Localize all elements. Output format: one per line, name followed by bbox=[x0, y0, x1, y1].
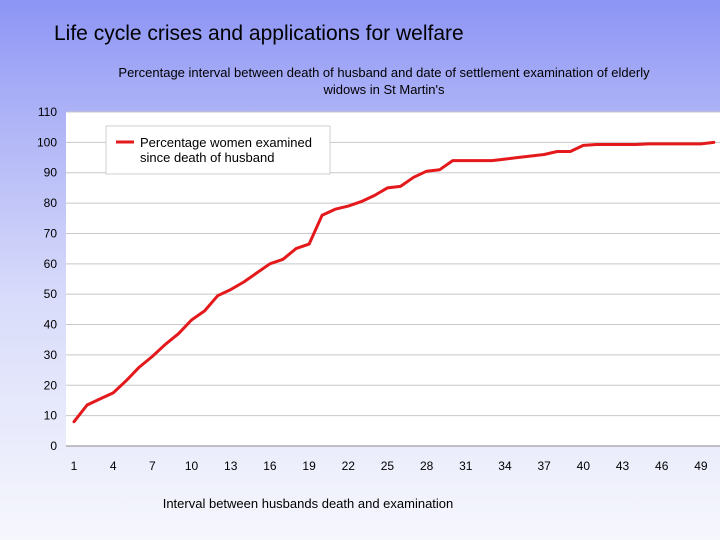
legend-box bbox=[105, 125, 331, 175]
y-tick-label: 40 bbox=[44, 318, 58, 332]
chart-title-line-2: widows in St Martin's bbox=[323, 82, 445, 97]
y-axis-ticks: 0 10 20 30 40 50 60 70 80 90 100 110 bbox=[37, 105, 57, 453]
y-tick-label: 90 bbox=[44, 166, 58, 180]
legend-label-line-1: Percentage women examined bbox=[140, 135, 312, 150]
x-tick-label: 7 bbox=[149, 459, 156, 473]
legend-label-line-2: since death of husband bbox=[140, 150, 274, 165]
x-axis-ticks: 1 4 7 10 13 16 19 22 25 28 31 34 37 40 43 46 49 bbox=[71, 459, 708, 473]
x-tick-label: 4 bbox=[110, 459, 117, 473]
x-tick-label: 10 bbox=[185, 459, 199, 473]
y-tick-label: 0 bbox=[50, 439, 57, 453]
y-tick-label: 20 bbox=[44, 378, 58, 392]
x-tick-label: 28 bbox=[420, 459, 434, 473]
x-tick-label: 19 bbox=[302, 459, 316, 473]
legend: Percentage women examined since death of… bbox=[105, 125, 331, 175]
y-tick-label: 30 bbox=[44, 348, 58, 362]
x-tick-label: 49 bbox=[694, 459, 708, 473]
y-tick-label: 10 bbox=[44, 409, 58, 423]
chart-title-line-1: Percentage interval between death of hus… bbox=[118, 65, 650, 80]
slide-title: Life cycle crises and applications for w… bbox=[54, 22, 464, 45]
x-tick-label: 37 bbox=[537, 459, 551, 473]
x-tick-label: 34 bbox=[498, 459, 512, 473]
series-line bbox=[72, 140, 716, 424]
x-tick-label: 46 bbox=[655, 459, 669, 473]
y-tick-label: 50 bbox=[44, 287, 58, 301]
x-tick-label: 22 bbox=[342, 459, 356, 473]
x-tick-label: 25 bbox=[381, 459, 395, 473]
y-tick-label: 110 bbox=[38, 105, 57, 119]
x-tick-label: 40 bbox=[577, 459, 591, 473]
y-tick-label: 80 bbox=[44, 196, 58, 210]
y-tick-label: 60 bbox=[44, 257, 58, 271]
y-tick-label: 100 bbox=[37, 135, 57, 149]
x-tick-label: 13 bbox=[224, 459, 238, 473]
x-tick-label: 31 bbox=[459, 459, 473, 473]
x-tick-label: 43 bbox=[616, 459, 630, 473]
x-tick-label: 16 bbox=[263, 459, 277, 473]
x-tick-label: 1 bbox=[71, 459, 78, 473]
x-axis-label: Interval between husbands death and exam… bbox=[163, 496, 454, 511]
y-tick-label: 70 bbox=[44, 226, 58, 240]
